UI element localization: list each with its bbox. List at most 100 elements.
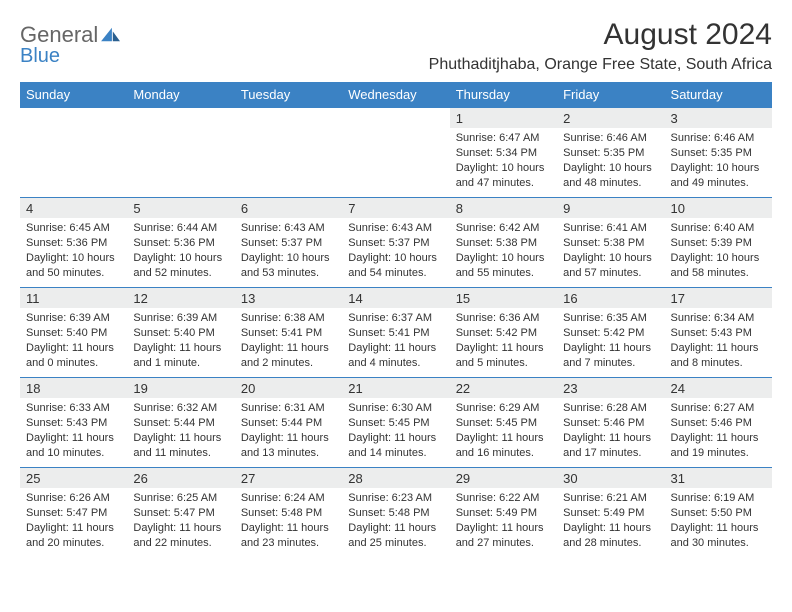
daylight-text-line2: and 47 minutes. bbox=[456, 176, 551, 191]
sunset-text: Sunset: 5:40 PM bbox=[133, 326, 228, 341]
calendar-day-cell: 16Sunrise: 6:35 AMSunset: 5:42 PMDayligh… bbox=[557, 288, 664, 378]
calendar-day-cell: 21Sunrise: 6:30 AMSunset: 5:45 PMDayligh… bbox=[342, 378, 449, 468]
daylight-text-line2: and 4 minutes. bbox=[348, 356, 443, 371]
day-sun-data: Sunrise: 6:43 AMSunset: 5:37 PMDaylight:… bbox=[235, 218, 342, 284]
sunset-text: Sunset: 5:47 PM bbox=[133, 506, 228, 521]
daylight-text-line2: and 13 minutes. bbox=[241, 446, 336, 461]
sunset-text: Sunset: 5:36 PM bbox=[26, 236, 121, 251]
daylight-text-line2: and 30 minutes. bbox=[671, 536, 766, 551]
day-sun-data: Sunrise: 6:24 AMSunset: 5:48 PMDaylight:… bbox=[235, 488, 342, 554]
sunrise-text: Sunrise: 6:27 AM bbox=[671, 401, 766, 416]
sunrise-text: Sunrise: 6:34 AM bbox=[671, 311, 766, 326]
daylight-text-line1: Daylight: 10 hours bbox=[26, 251, 121, 266]
calendar-day-cell: 2Sunrise: 6:46 AMSunset: 5:35 PMDaylight… bbox=[557, 108, 664, 198]
daylight-text-line1: Daylight: 11 hours bbox=[133, 521, 228, 536]
daylight-text-line2: and 50 minutes. bbox=[26, 266, 121, 281]
sunrise-text: Sunrise: 6:39 AM bbox=[26, 311, 121, 326]
calendar-day-cell: 9Sunrise: 6:41 AMSunset: 5:38 PMDaylight… bbox=[557, 198, 664, 288]
day-sun-data: Sunrise: 6:35 AMSunset: 5:42 PMDaylight:… bbox=[557, 308, 664, 374]
daylight-text-line1: Daylight: 10 hours bbox=[671, 251, 766, 266]
day-number: 12 bbox=[127, 288, 234, 308]
calendar-day-cell: 5Sunrise: 6:44 AMSunset: 5:36 PMDaylight… bbox=[127, 198, 234, 288]
daylight-text-line1: Daylight: 11 hours bbox=[241, 521, 336, 536]
daylight-text-line2: and 55 minutes. bbox=[456, 266, 551, 281]
weekday-header: Saturday bbox=[665, 82, 772, 108]
daylight-text-line1: Daylight: 11 hours bbox=[241, 431, 336, 446]
daylight-text-line1: Daylight: 11 hours bbox=[671, 341, 766, 356]
sunset-text: Sunset: 5:36 PM bbox=[133, 236, 228, 251]
day-sun-data: Sunrise: 6:41 AMSunset: 5:38 PMDaylight:… bbox=[557, 218, 664, 284]
daylight-text-line1: Daylight: 11 hours bbox=[671, 521, 766, 536]
calendar-day-cell: 23Sunrise: 6:28 AMSunset: 5:46 PMDayligh… bbox=[557, 378, 664, 468]
daylight-text-line1: Daylight: 10 hours bbox=[563, 251, 658, 266]
sunrise-text: Sunrise: 6:28 AM bbox=[563, 401, 658, 416]
sunset-text: Sunset: 5:35 PM bbox=[671, 146, 766, 161]
day-sun-data: Sunrise: 6:39 AMSunset: 5:40 PMDaylight:… bbox=[20, 308, 127, 374]
weekday-header: Friday bbox=[557, 82, 664, 108]
calendar-day-cell: 31Sunrise: 6:19 AMSunset: 5:50 PMDayligh… bbox=[665, 468, 772, 558]
sunrise-text: Sunrise: 6:37 AM bbox=[348, 311, 443, 326]
sunrise-text: Sunrise: 6:31 AM bbox=[241, 401, 336, 416]
brand-logo: General Blue bbox=[20, 18, 122, 68]
sunset-text: Sunset: 5:45 PM bbox=[348, 416, 443, 431]
day-sun-data: Sunrise: 6:38 AMSunset: 5:41 PMDaylight:… bbox=[235, 308, 342, 374]
calendar-day-cell: 29Sunrise: 6:22 AMSunset: 5:49 PMDayligh… bbox=[450, 468, 557, 558]
sunrise-text: Sunrise: 6:23 AM bbox=[348, 491, 443, 506]
calendar-day-cell: 19Sunrise: 6:32 AMSunset: 5:44 PMDayligh… bbox=[127, 378, 234, 468]
calendar-day-cell: 13Sunrise: 6:38 AMSunset: 5:41 PMDayligh… bbox=[235, 288, 342, 378]
calendar-day-cell: 10Sunrise: 6:40 AMSunset: 5:39 PMDayligh… bbox=[665, 198, 772, 288]
sunrise-text: Sunrise: 6:47 AM bbox=[456, 131, 551, 146]
sunset-text: Sunset: 5:39 PM bbox=[671, 236, 766, 251]
calendar-day-cell: 20Sunrise: 6:31 AMSunset: 5:44 PMDayligh… bbox=[235, 378, 342, 468]
calendar-day-cell: 24Sunrise: 6:27 AMSunset: 5:46 PMDayligh… bbox=[665, 378, 772, 468]
day-sun-data: Sunrise: 6:43 AMSunset: 5:37 PMDaylight:… bbox=[342, 218, 449, 284]
sunset-text: Sunset: 5:43 PM bbox=[26, 416, 121, 431]
day-sun-data: Sunrise: 6:28 AMSunset: 5:46 PMDaylight:… bbox=[557, 398, 664, 464]
sunrise-text: Sunrise: 6:22 AM bbox=[456, 491, 551, 506]
day-sun-data: Sunrise: 6:33 AMSunset: 5:43 PMDaylight:… bbox=[20, 398, 127, 464]
day-number: 31 bbox=[665, 468, 772, 488]
sunset-text: Sunset: 5:43 PM bbox=[671, 326, 766, 341]
day-sun-data: Sunrise: 6:42 AMSunset: 5:38 PMDaylight:… bbox=[450, 218, 557, 284]
daylight-text-line2: and 48 minutes. bbox=[563, 176, 658, 191]
weekday-header: Tuesday bbox=[235, 82, 342, 108]
daylight-text-line1: Daylight: 10 hours bbox=[563, 161, 658, 176]
daylight-text-line2: and 17 minutes. bbox=[563, 446, 658, 461]
sunset-text: Sunset: 5:48 PM bbox=[348, 506, 443, 521]
calendar-day-cell: 12Sunrise: 6:39 AMSunset: 5:40 PMDayligh… bbox=[127, 288, 234, 378]
day-sun-data: Sunrise: 6:46 AMSunset: 5:35 PMDaylight:… bbox=[557, 128, 664, 194]
calendar-day-cell: 25Sunrise: 6:26 AMSunset: 5:47 PMDayligh… bbox=[20, 468, 127, 558]
daylight-text-line1: Daylight: 10 hours bbox=[348, 251, 443, 266]
calendar-day-cell: 26Sunrise: 6:25 AMSunset: 5:47 PMDayligh… bbox=[127, 468, 234, 558]
sunrise-text: Sunrise: 6:43 AM bbox=[241, 221, 336, 236]
day-sun-data: Sunrise: 6:19 AMSunset: 5:50 PMDaylight:… bbox=[665, 488, 772, 554]
sunset-text: Sunset: 5:50 PM bbox=[671, 506, 766, 521]
day-number: 9 bbox=[557, 198, 664, 218]
daylight-text-line1: Daylight: 11 hours bbox=[348, 341, 443, 356]
daylight-text-line2: and 49 minutes. bbox=[671, 176, 766, 191]
daylight-text-line1: Daylight: 10 hours bbox=[456, 251, 551, 266]
day-sun-data: Sunrise: 6:26 AMSunset: 5:47 PMDaylight:… bbox=[20, 488, 127, 554]
day-number: 6 bbox=[235, 198, 342, 218]
weekday-header: Sunday bbox=[20, 82, 127, 108]
day-number: 3 bbox=[665, 108, 772, 128]
daylight-text-line2: and 11 minutes. bbox=[133, 446, 228, 461]
sunrise-text: Sunrise: 6:25 AM bbox=[133, 491, 228, 506]
sunset-text: Sunset: 5:44 PM bbox=[133, 416, 228, 431]
daylight-text-line1: Daylight: 11 hours bbox=[456, 521, 551, 536]
weekday-header: Thursday bbox=[450, 82, 557, 108]
day-number: 24 bbox=[665, 378, 772, 398]
sunset-text: Sunset: 5:48 PM bbox=[241, 506, 336, 521]
sunset-text: Sunset: 5:38 PM bbox=[456, 236, 551, 251]
location-subtitle: Phuthaditjhaba, Orange Free State, South… bbox=[429, 56, 772, 74]
day-number: 8 bbox=[450, 198, 557, 218]
daylight-text-line2: and 23 minutes. bbox=[241, 536, 336, 551]
calendar-day-cell: 28Sunrise: 6:23 AMSunset: 5:48 PMDayligh… bbox=[342, 468, 449, 558]
day-sun-data: Sunrise: 6:46 AMSunset: 5:35 PMDaylight:… bbox=[665, 128, 772, 194]
weekday-header: Monday bbox=[127, 82, 234, 108]
day-number: 28 bbox=[342, 468, 449, 488]
daylight-text-line1: Daylight: 11 hours bbox=[133, 431, 228, 446]
daylight-text-line2: and 19 minutes. bbox=[671, 446, 766, 461]
sunset-text: Sunset: 5:37 PM bbox=[348, 236, 443, 251]
sunrise-text: Sunrise: 6:38 AM bbox=[241, 311, 336, 326]
